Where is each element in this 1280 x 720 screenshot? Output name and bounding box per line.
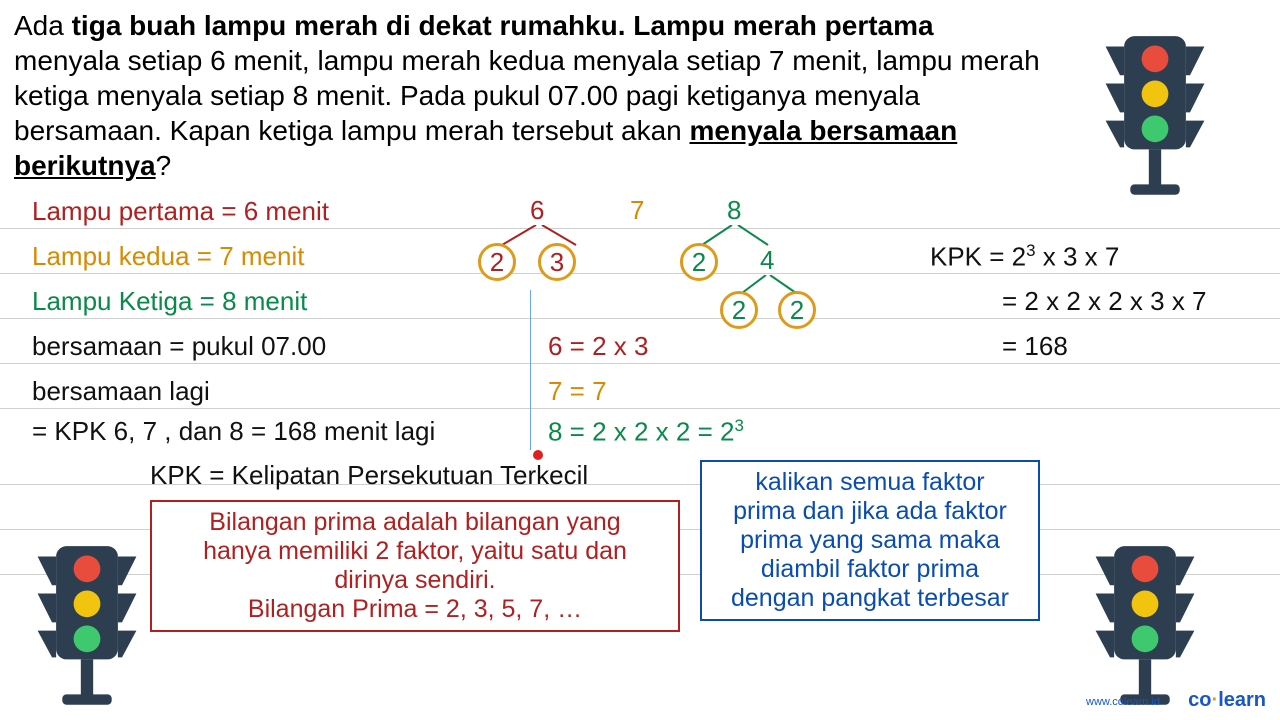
site-url: www.colearn.id bbox=[1086, 696, 1160, 708]
line-lampu3: Lampu Ketiga = 8 menit bbox=[32, 286, 307, 317]
kpk-line2: = 2 x 2 x 2 x 3 x 7 bbox=[1002, 286, 1207, 317]
vertical-guide-line bbox=[530, 290, 531, 450]
factor-7: 7 = 7 bbox=[548, 376, 607, 407]
tree-8-child-2: 2 bbox=[680, 243, 718, 281]
line-bersamaan: bersamaan = pukul 07.00 bbox=[32, 331, 326, 362]
factor-6: 6 = 2 x 3 bbox=[548, 331, 648, 362]
q-part5: ? bbox=[156, 150, 172, 181]
line-bersamaan-lagi-b: = KPK 6, 7 , dan 8 = 168 menit lagi bbox=[32, 416, 435, 447]
question-text: Ada tiga buah lampu merah di dekat rumah… bbox=[0, 0, 1060, 185]
tree-root-6: 6 bbox=[530, 195, 544, 226]
line-kpk-label: KPK = Kelipatan Persekutuan Terkecil bbox=[150, 460, 588, 491]
kpk-rule-box: kalikan semua faktor prima dan jika ada … bbox=[700, 460, 1040, 621]
q-part2: tiga buah lampu merah di dekat rumahku. … bbox=[72, 10, 934, 41]
cursor-dot-icon bbox=[533, 450, 543, 460]
prime-definition-box: Bilangan prima adalah bilangan yang hany… bbox=[150, 500, 680, 632]
tree-4-child-2a: 2 bbox=[720, 291, 758, 329]
tree-6-child-2: 2 bbox=[478, 243, 516, 281]
traffic-light-top bbox=[1080, 30, 1180, 170]
kpk-line1: KPK = 23 x 3 x 7 bbox=[930, 241, 1119, 273]
traffic-light-bottom-right bbox=[1070, 540, 1170, 680]
tree-root-7: 7 bbox=[630, 195, 644, 226]
line-lampu2: Lampu kedua = 7 menit bbox=[32, 241, 304, 272]
factor-8: 8 = 2 x 2 x 2 = 23 bbox=[548, 416, 744, 448]
colearn-logo: co·learn bbox=[1188, 689, 1266, 712]
line-bersamaan-lagi-a: bersamaan lagi bbox=[32, 376, 210, 407]
tree-8-child-4: 4 bbox=[760, 245, 774, 276]
kpk-line3: = 168 bbox=[1002, 331, 1068, 362]
tree-6-child-3: 3 bbox=[538, 243, 576, 281]
traffic-light-bottom-left bbox=[12, 540, 112, 680]
tree-root-8: 8 bbox=[727, 195, 741, 226]
tree-4-child-2b: 2 bbox=[778, 291, 816, 329]
q-part1: Ada bbox=[14, 10, 72, 41]
line-lampu1: Lampu pertama = 6 menit bbox=[32, 196, 329, 227]
rule-line bbox=[0, 408, 1280, 409]
factor-trees: 6 2 3 7 8 2 4 2 2 bbox=[460, 195, 880, 375]
